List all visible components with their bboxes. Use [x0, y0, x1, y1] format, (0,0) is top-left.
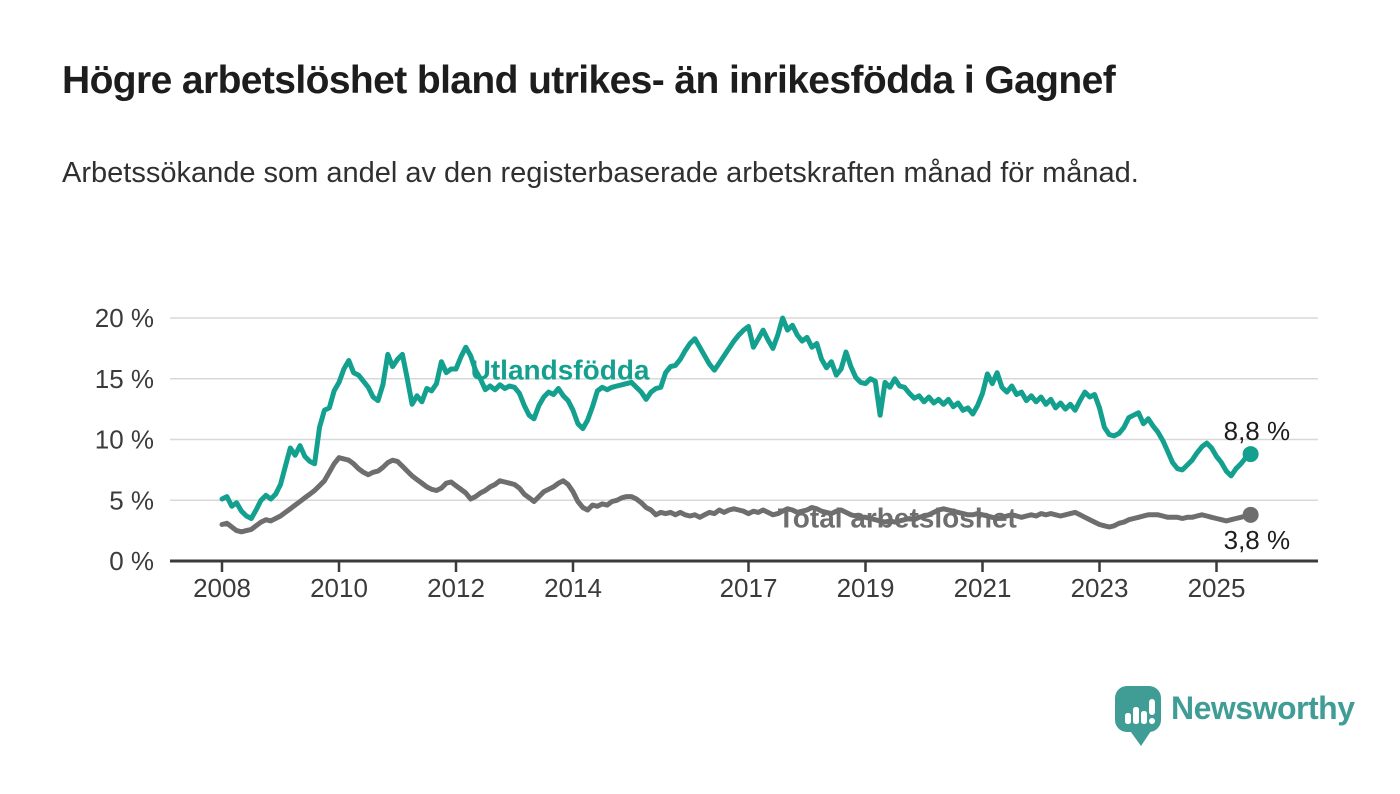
y-tick-label: 0 %: [109, 546, 154, 576]
x-tick-label: 2008: [193, 573, 251, 603]
chart-subtitle: Arbetssökande som andel av den registerb…: [62, 157, 1139, 189]
series-line-total-arbetsl-shet: [219, 455, 1254, 535]
x-tick-label: 2017: [720, 573, 778, 603]
x-tick-label: 2021: [954, 573, 1012, 603]
x-tick-label: 2012: [427, 573, 485, 603]
x-tick-label: 2025: [1188, 573, 1246, 603]
chart-title: Högre arbetslöshet bland utrikes- än inr…: [62, 59, 1116, 102]
newsworthy-wordmark: Newsworthy: [1171, 690, 1355, 726]
series-end-dot-total-arbetsl-shet: [1242, 506, 1259, 523]
newsworthy-bubble-chart-icon: [1115, 686, 1161, 746]
series-line-utlandsf-dda: [219, 315, 1254, 521]
y-tick-label: 20 %: [95, 303, 154, 333]
series-label-utlandsf-dda: Utlandsfödda: [471, 354, 650, 385]
x-tick-label: 2014: [544, 573, 602, 603]
x-tick-label: 2010: [310, 573, 368, 603]
y-tick-label: 5 %: [109, 485, 154, 515]
newsworthy-logo: Newsworthy: [1114, 684, 1355, 748]
series-label-total-arbetsl-shet: Total arbetslöshet: [778, 503, 1017, 534]
x-tick-label: 2019: [837, 573, 895, 603]
series-end-value-utlandsf-dda: 8,8 %: [1224, 416, 1291, 446]
y-tick-label: 10 %: [95, 425, 154, 455]
series-end-dot-utlandsf-dda: [1242, 446, 1259, 463]
y-tick-label: 15 %: [95, 364, 154, 394]
series-end-value-total-arbetsl-shet: 3,8 %: [1224, 525, 1291, 555]
x-tick-label: 2023: [1071, 573, 1129, 603]
